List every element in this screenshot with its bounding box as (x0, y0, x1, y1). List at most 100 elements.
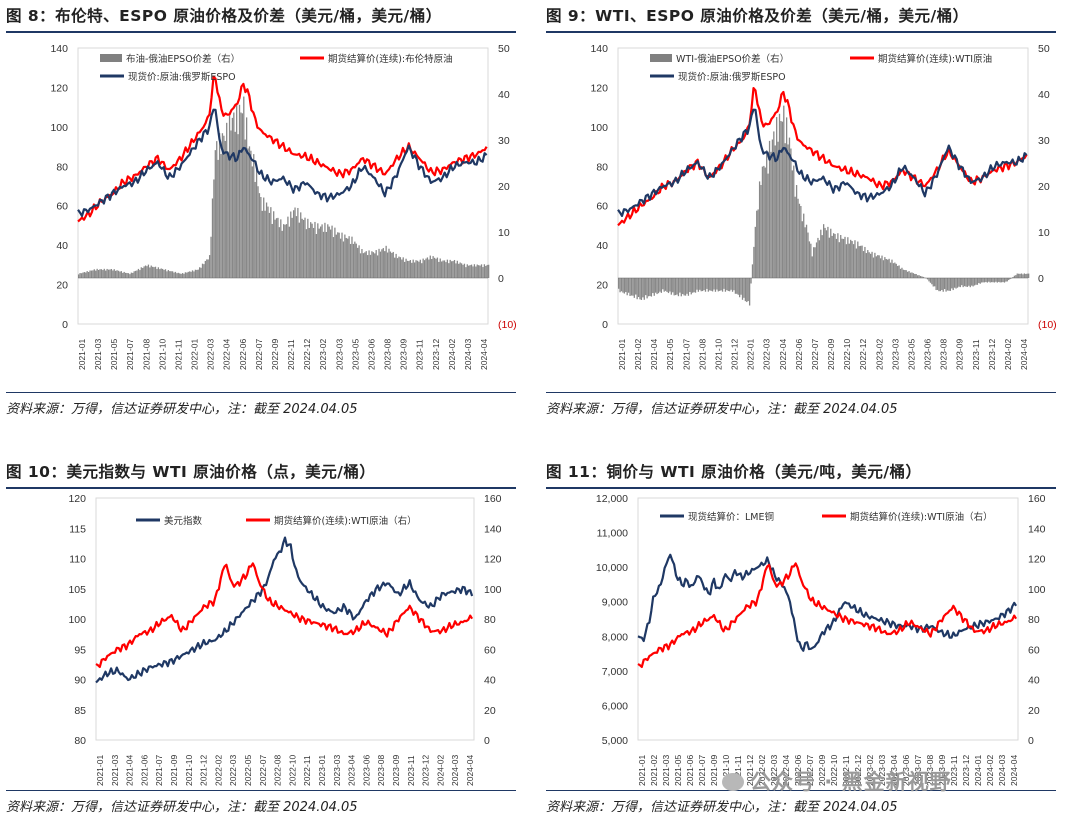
x-tick-label: 2022-08 (273, 755, 283, 786)
spread-bar (659, 278, 661, 292)
spread-bar (630, 278, 633, 296)
spread-bar (650, 278, 653, 297)
spread-bar (338, 232, 340, 278)
x-tick-label: 2021-01 (637, 755, 647, 786)
spread-bar (221, 133, 224, 278)
x-tick-label: 2021-06 (139, 755, 149, 786)
right-tick-label: 120 (1028, 554, 1046, 566)
spread-bar (102, 270, 104, 278)
spread-bar (438, 261, 440, 278)
spread-bar (439, 258, 441, 278)
spread-bar (662, 278, 664, 290)
spread-bar (881, 255, 883, 278)
spread-bar (633, 278, 635, 298)
spread-bar (926, 278, 929, 280)
spread-bar (736, 278, 738, 294)
spread-bar (277, 217, 279, 278)
spread-bar (295, 216, 298, 278)
spread-bar (743, 278, 745, 298)
spread-bar (85, 272, 87, 278)
spread-bar (211, 198, 214, 278)
right-tick-label: 40 (484, 675, 496, 687)
spread-bar (90, 270, 93, 278)
spread-bar (1028, 273, 1030, 278)
plot-frame (637, 497, 1019, 741)
left-tick-label: 60 (596, 201, 608, 213)
spread-bar (449, 259, 451, 278)
left-tick-label: 80 (56, 161, 68, 173)
spread-bar (334, 227, 336, 278)
x-tick-label: 2021-07 (125, 339, 135, 370)
spread-bar (680, 278, 682, 297)
left-tick-label: 0 (62, 319, 68, 331)
spread-bar (818, 240, 821, 278)
spread-bar (801, 221, 803, 278)
spread-bar (963, 278, 966, 287)
spread-bar (912, 273, 914, 278)
spread-bar (359, 253, 362, 278)
x-tick-label: 2022-10 (287, 755, 297, 786)
spread-bar (787, 144, 789, 278)
spread-bar (153, 267, 155, 278)
spread-bar (946, 278, 949, 291)
spread-bar (435, 258, 437, 278)
spread-bar (152, 266, 154, 278)
spread-bar (450, 261, 453, 278)
spread-bar (379, 251, 382, 278)
spread-bar (171, 271, 174, 278)
spread-bar (207, 259, 209, 278)
spread-bar (216, 141, 218, 278)
spread-bar (199, 267, 201, 278)
right-tick-label: 140 (484, 523, 502, 535)
x-tick-label: 2022-07 (258, 755, 268, 786)
x-tick-label: 2024-04 (1019, 339, 1029, 370)
spread-bar (458, 263, 460, 278)
spread-bar (764, 167, 766, 278)
source-note: 资料来源：万得，信达证券研发中心，注：截至 2024.04.05 (546, 790, 1056, 815)
spread-bar (180, 273, 182, 278)
spread-bar (206, 259, 208, 278)
spread-bar (237, 134, 239, 278)
spread-bar (124, 272, 127, 278)
spread-bar (914, 273, 916, 278)
spread-bar (258, 193, 261, 278)
spread-bar (739, 278, 741, 298)
spread-bar (243, 96, 245, 278)
spread-bar (622, 278, 624, 293)
dollar-index-wti-chart: 80 85 90 95 100 105 110 115 120 0 20 40 60 80 100 120 14… (68, 493, 502, 786)
spread-bar (842, 238, 845, 278)
series-line (637, 553, 1018, 652)
right-tick-label: 50 (498, 43, 510, 55)
spread-bar (173, 272, 175, 278)
spread-bar (771, 139, 774, 278)
spread-bar (394, 257, 396, 278)
spread-bar (234, 131, 236, 278)
spread-bar (847, 237, 849, 278)
spread-bar (820, 229, 822, 278)
right-tick-label: 20 (1028, 705, 1040, 717)
spread-bar (194, 269, 197, 278)
series-line (617, 87, 1028, 227)
spread-bar (763, 165, 765, 278)
spread-bar (884, 257, 886, 278)
spread-bar (332, 237, 335, 278)
spread-bar (935, 278, 937, 291)
spread-bar (731, 278, 734, 292)
spread-bar (335, 234, 337, 278)
spread-bar (107, 269, 110, 278)
spread-bar (419, 259, 421, 278)
spread-bar (1016, 273, 1018, 278)
spread-bar (934, 278, 936, 287)
spread-bar (629, 278, 631, 296)
spread-bar (157, 267, 160, 278)
spread-bar (488, 264, 490, 278)
spread-bar (422, 258, 424, 278)
spread-bar (142, 267, 144, 278)
spread-bar (218, 133, 221, 278)
spread-bar (388, 248, 390, 278)
right-tick-label: 40 (1028, 675, 1040, 687)
spread-bar (968, 278, 970, 286)
spread-bar (800, 206, 802, 278)
spread-bar (684, 278, 687, 296)
spread-bar (797, 198, 799, 278)
